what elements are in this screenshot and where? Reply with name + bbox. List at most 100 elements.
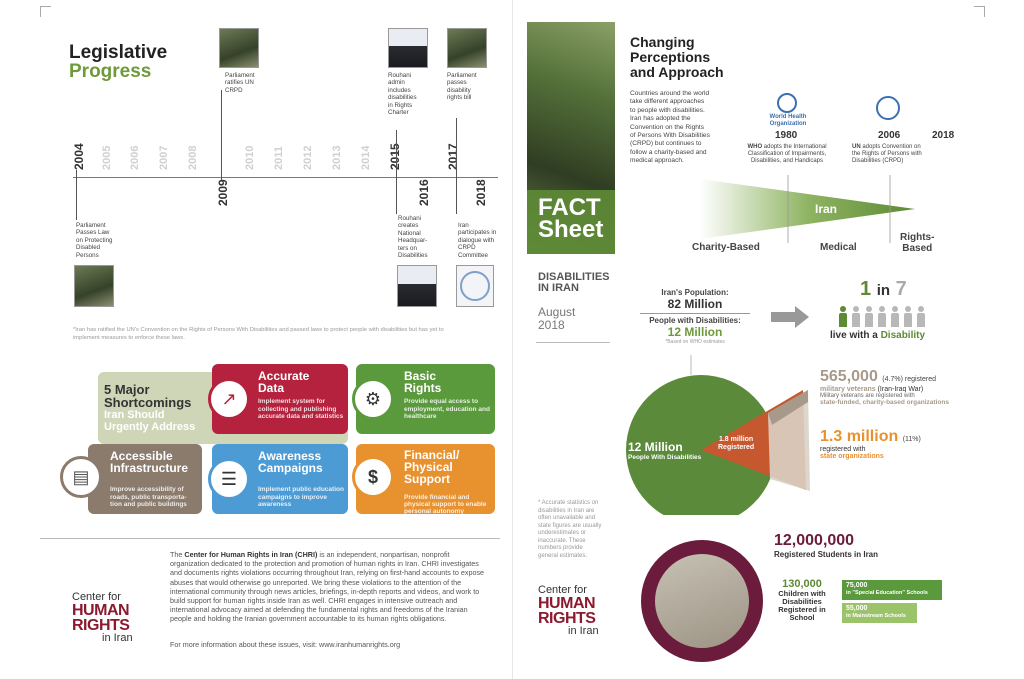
person-body (904, 313, 912, 327)
event-2004: Parliament Passes Law on Protecting Disa… (76, 222, 113, 259)
veterans-label: military veterans (820, 386, 876, 393)
person-head (840, 306, 846, 312)
chart-icon: ↗ (208, 378, 250, 420)
fact-title: FACT Sheet (538, 194, 604, 243)
state-registered: registered with (820, 446, 866, 453)
population-label: Iran's Population: (661, 288, 729, 297)
tick-2004 (76, 170, 77, 220)
un-photo (456, 265, 494, 307)
subject-line: DISABILITIES (538, 271, 610, 283)
un-emblem-icon (460, 271, 490, 301)
veterans-war: (Iran-Iraq War) (875, 386, 924, 393)
person-body (878, 313, 886, 327)
ratio-seven: 7 (895, 278, 907, 300)
mainstream-label: in Mainstream Schools (846, 613, 906, 619)
tick-2015-top (396, 130, 397, 178)
state-orgs: state organizations (820, 453, 884, 460)
person-icon (877, 306, 887, 328)
year-2006: 2006 (878, 130, 901, 141)
pie-slice-value: 1.8 million (718, 436, 754, 443)
tick-2015-bottom (396, 178, 397, 214)
logo-line: RIGHTS (72, 617, 130, 634)
chri-more-info: For more information about these issues,… (170, 640, 401, 649)
chri-logo: Center for HUMAN RIGHTS in Iran (72, 592, 133, 644)
arrow-right-icon (795, 306, 809, 328)
state-value: 1.3 million (820, 428, 899, 445)
state-block: 1.3 million (11%) registered with state … (820, 428, 980, 460)
veterans-value: 565,000 (820, 368, 878, 385)
person-head (918, 306, 924, 312)
veterans-headline: 565,000 (4.7%) registered (820, 368, 980, 386)
disability-word: Disability (880, 330, 926, 341)
date-line: 2018 (538, 318, 565, 332)
crop-mark (974, 6, 985, 17)
parliament-photo (74, 265, 114, 307)
pie-main-caption: People With Disabilities (628, 454, 702, 461)
person-body (891, 313, 899, 327)
chri-paragraph: The Center for Human Rights in Iran (CHR… (170, 550, 490, 624)
who-description: WHO adopts the International Classificat… (742, 144, 832, 165)
shortcomings-heading: 5 Major Shortcomings Iran Should Urgentl… (104, 383, 195, 433)
children-label: Children with Disabilities Registered in… (778, 589, 826, 622)
year-1980: 1980 (775, 130, 798, 141)
ratio-one: 1 (860, 278, 872, 300)
rights-line: Rights- (900, 232, 935, 243)
children-block: 130,000 Children with Disabilities Regis… (770, 578, 834, 622)
timeline-year: 2008 (187, 145, 199, 170)
approach-wedge (700, 175, 915, 243)
pwd-value: 12 Million (667, 325, 723, 339)
fact-divider (536, 342, 610, 343)
logo-line: in Iran (102, 632, 133, 644)
pwd-note: *Based on WHO estimates (665, 339, 725, 345)
perceptions-line: and Approach (630, 64, 724, 80)
timeline-year: 2006 (129, 145, 141, 170)
sheet-word: Sheet (538, 216, 604, 243)
person-head (853, 306, 859, 312)
chri-text-rest: is an independent, nonpartisan, nonprofi… (170, 550, 485, 624)
event-2015-top: Rouhani admin includes disabilities in R… (388, 72, 417, 117)
year-2018: 2018 (932, 130, 955, 141)
logo-line: in Iran (568, 625, 599, 637)
card-title: Basic Rights (404, 369, 442, 395)
event-2017-bottom: Iran participates in dialogue with CRPD … (458, 222, 497, 259)
timeline-year: 2007 (158, 145, 170, 170)
perceptions-line: Perceptions (630, 49, 711, 65)
veterans-pct: (4.7%) registered (882, 376, 936, 383)
tick-2017-top (456, 118, 457, 178)
legislative-footnote: *Iran has ratified the UN's Convention o… (73, 327, 444, 341)
pwd-label: People with Disabilities: (649, 316, 741, 325)
pie-main-label: 12 Million People With Disabilities (628, 440, 701, 461)
label-charity: Charity-Based (692, 242, 760, 253)
wedge-shape (700, 179, 915, 239)
timeline-year: 2005 (101, 145, 113, 170)
timeline-axis (73, 177, 498, 178)
parliament-photo (219, 28, 259, 68)
disability-pie (626, 355, 810, 515)
rouhani-photo (397, 265, 437, 307)
person-icon (851, 306, 861, 328)
person-body (917, 313, 925, 327)
event-2009: Parliament ratifies UN CRPD (225, 72, 255, 94)
ratio-caption: live with a Disability (830, 330, 925, 341)
population-rule (640, 313, 750, 314)
timeline-year: 2009 (216, 179, 230, 206)
person-head (866, 306, 872, 312)
special-label: in "Special Education" Schools (846, 590, 928, 596)
students-block: 12,000,000 Registered Students in Iran (774, 532, 878, 559)
fact-word: FACT (538, 194, 601, 221)
pie-main-value: 12 Million (628, 440, 683, 454)
ratio-heading: 1 in 7 (860, 278, 907, 301)
who-emblem-icon (777, 93, 797, 113)
pie-slice-caption: Registered (718, 444, 755, 451)
who-bold: WHO (747, 144, 763, 150)
special-ed-bar: 75,000 in "Special Education" Schools (842, 580, 942, 600)
who-label: World Health Organization (768, 114, 808, 127)
timeline-year: 2010 (244, 145, 256, 170)
timeline-year: 2016 (417, 179, 431, 206)
un-text: adopts Convention on the Rights of Perso… (852, 144, 922, 164)
chri-text-pre: The (170, 550, 185, 559)
veterans-label-line: military veterans (Iran-Iraq War) (820, 386, 980, 393)
who-label-line: Organization (769, 120, 807, 127)
who-text: adopts the International Classification … (747, 144, 827, 164)
person-icon (916, 306, 926, 328)
